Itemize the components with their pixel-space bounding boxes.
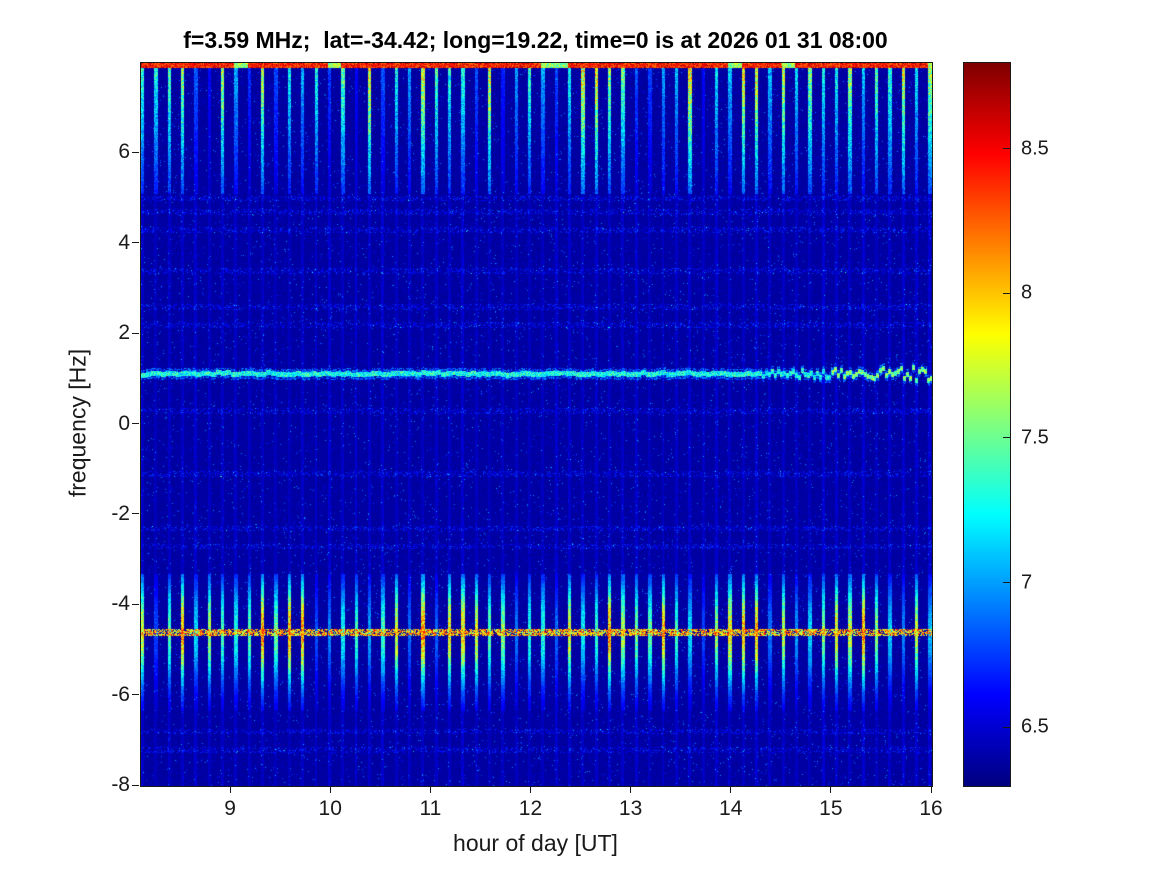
x-tick-mark	[730, 786, 732, 793]
colorbar-tick-mark	[1003, 726, 1010, 728]
y-tick-label: -8	[111, 773, 130, 796]
y-tick-mark	[132, 151, 139, 153]
colorbar-tick-mark	[1003, 292, 1010, 294]
y-tick-mark	[132, 332, 139, 334]
y-tick-label: -4	[111, 592, 130, 616]
x-tick-mark	[229, 786, 231, 793]
y-tick-label: -6	[111, 682, 130, 706]
x-axis-label: hour of day [UT]	[453, 830, 618, 856]
x-tick-label: 15	[819, 797, 843, 820]
x-tick-label: 10	[318, 797, 342, 820]
y-tick-label: 2	[118, 321, 130, 345]
x-tick-label: 9	[224, 797, 236, 820]
plot-title: f=3.59 MHz; lat=-34.42; long=19.22, time…	[183, 27, 888, 53]
x-tick-mark	[429, 786, 431, 793]
y-tick-label: 0	[118, 411, 130, 435]
y-tick-label: 4	[118, 230, 130, 254]
y-tick-label: -2	[111, 501, 130, 525]
colorbar-tick-label: 7	[1021, 571, 1033, 594]
colorbar-tick-label: 8.5	[1021, 137, 1049, 160]
y-tick-mark	[132, 784, 139, 786]
colorbar-tick-mark	[1003, 582, 1010, 584]
x-tick-mark	[529, 786, 531, 793]
y-tick-mark	[132, 423, 139, 424]
x-tick-mark	[830, 786, 832, 793]
y-axis-label: frequency [Hz]	[64, 348, 91, 498]
colorbar-tick-label: 8	[1021, 281, 1033, 304]
x-tick-mark	[930, 786, 932, 793]
colorbar-tick-mark	[1003, 148, 1010, 150]
colorbar-gradient	[964, 63, 1010, 786]
x-tick-mark	[630, 786, 632, 793]
x-tick-label: 13	[618, 797, 643, 820]
x-tick-mark	[329, 786, 331, 793]
x-tick-label: 12	[518, 797, 543, 820]
y-tick-mark	[132, 242, 139, 244]
colorbar-tick-label: 6.5	[1021, 715, 1049, 738]
y-tick-mark	[132, 603, 139, 605]
plot-area	[140, 62, 933, 787]
y-tick-mark	[132, 694, 139, 696]
x-tick-label: 16	[919, 797, 943, 820]
x-tick-label: 11	[419, 797, 442, 820]
colorbar	[963, 62, 1011, 787]
y-tick-mark	[132, 513, 139, 515]
colorbar-tick-mark	[1003, 437, 1010, 439]
y-tick-label: 6	[118, 140, 130, 164]
heatmap-canvas	[141, 63, 932, 786]
x-tick-label: 14	[719, 797, 743, 820]
colorbar-tick-label: 7.5	[1021, 426, 1049, 449]
